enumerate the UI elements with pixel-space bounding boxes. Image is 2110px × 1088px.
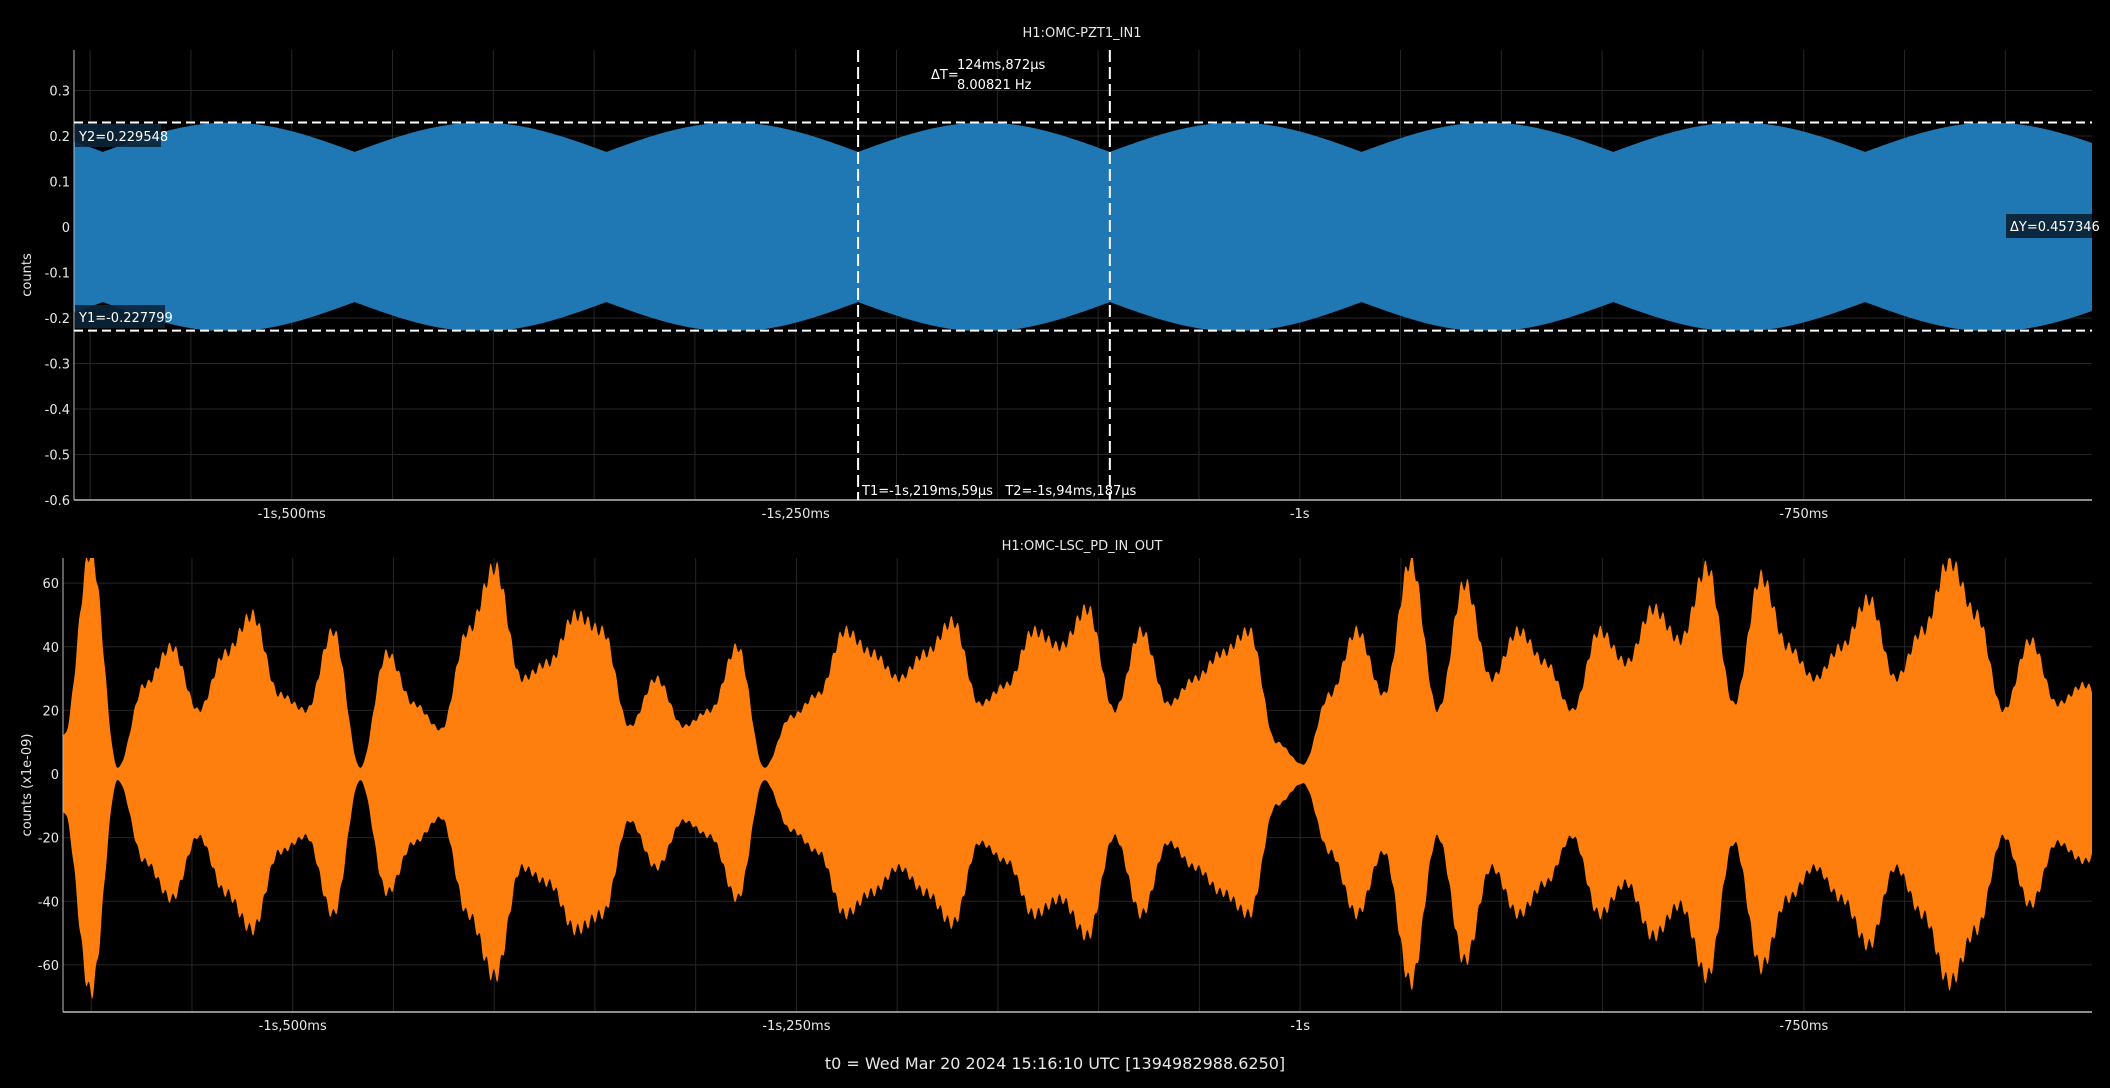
delta-y-label: ΔY=0.457346: [2010, 220, 2100, 235]
plot-title: H1:OMC-LSC_PD_IN_OUT: [1002, 539, 1163, 554]
series: [74, 122, 2092, 331]
signal-trace: [63, 558, 2092, 999]
x-tick-label: -750ms: [1779, 507, 1828, 522]
y-tick-label: 20: [42, 704, 59, 719]
dy-label-box: [2006, 214, 2092, 238]
y-tick-label: -0.3: [45, 357, 70, 372]
x-tick-label: -1s,500ms: [259, 1019, 327, 1034]
x-tick-labels: -1s,500ms -1s,250ms -1s -750ms: [259, 1019, 1829, 1034]
y-tick-label: -0.6: [45, 494, 70, 509]
y-axis-label: counts (x1e-09): [20, 734, 35, 837]
y1-label: Y1=-0.227799: [78, 311, 173, 326]
x-tick-label: -750ms: [1779, 1019, 1828, 1034]
x-tick-label: -1s,500ms: [258, 507, 326, 522]
plot-title: H1:OMC-PZT1_IN1: [1023, 26, 1142, 41]
y2-label: Y2=0.229548: [78, 130, 168, 145]
y-tick-label: -0.2: [45, 312, 70, 327]
signal-trace: [74, 122, 2092, 331]
y-tick-label: 0.3: [49, 84, 70, 99]
plot-omc-lsc-pd[interactable]: -1s,500ms -1s,250ms -1s -750ms 60 40 20 0 -20 -4…: [20, 539, 2092, 1034]
y-tick-label: -0.5: [45, 448, 70, 463]
cursors[interactable]: Y2=0.229548 Y1=-0.227799 ΔY=0.457346 ΔT=…: [74, 50, 2100, 500]
delta-t-frequency: 8.00821 Hz: [957, 78, 1032, 93]
y2-label-box: [75, 124, 161, 147]
plot-omc-pzt1[interactable]: -1s,500ms -1s,250ms -1s -750ms 0.3 0.2 0.1 0 -0…: [20, 26, 2100, 522]
y-tick-label: -20: [38, 832, 59, 847]
x-tick-label: -1s: [1290, 1019, 1310, 1034]
y-tick-label: 40: [42, 641, 59, 656]
y-tick-label: 0.1: [49, 175, 70, 190]
y-tick-label: -40: [38, 895, 59, 910]
y-tick-label: 0: [62, 221, 70, 236]
y1-label-box: [75, 305, 165, 328]
y-tick-label: 0: [51, 768, 59, 783]
delta-t-prefix: ΔT=: [931, 68, 959, 83]
x-tick-labels: -1s,500ms -1s,250ms -1s -750ms: [258, 507, 1829, 522]
x-tick-label: -1s: [1290, 507, 1310, 522]
t1-t2-label: T1=-1s,219ms,59µs T2=-1s,94ms,187µs: [861, 484, 1137, 499]
x-tick-label: -1s,250ms: [762, 507, 830, 522]
y-tick-label: -0.1: [45, 266, 70, 281]
series: [63, 558, 2092, 999]
t0-footer: t0 = Wed Mar 20 2024 15:16:10 UTC [13949…: [825, 1054, 1285, 1073]
y-tick-label: -60: [38, 959, 59, 974]
y-axis-label: counts: [20, 253, 35, 297]
y-tick-labels: 60 40 20 0 -20 -40 -60: [38, 577, 59, 974]
delta-t-value: 124ms,872µs: [957, 58, 1045, 73]
x-tick-label: -1s,250ms: [762, 1019, 830, 1034]
y-tick-labels: 0.3 0.2 0.1 0 -0.1 -0.2 -0.3 -0.4 -0.5 -0.6: [45, 84, 70, 509]
y-tick-label: 60: [42, 577, 59, 592]
y-tick-label: -0.4: [45, 403, 70, 418]
y-tick-label: 0.2: [49, 130, 70, 145]
